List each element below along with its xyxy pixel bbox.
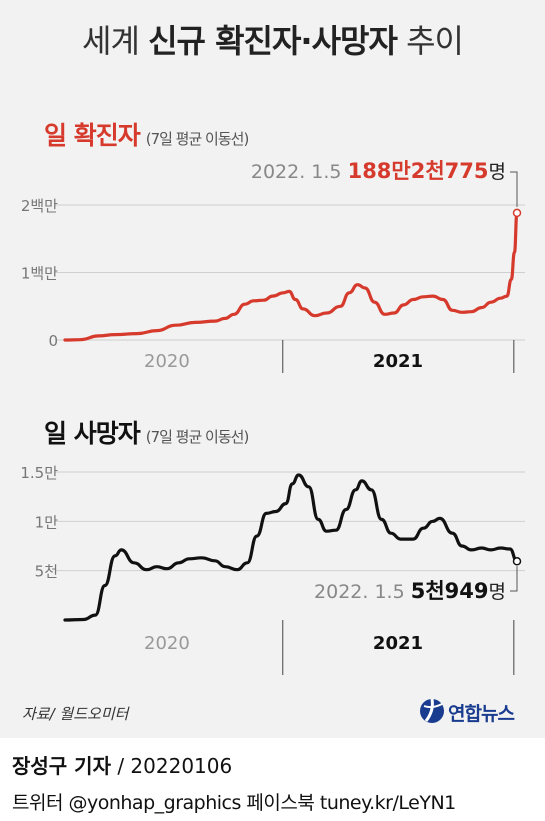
cases-annotation-leader xyxy=(510,171,518,207)
logo-text: 연합뉴스 xyxy=(448,703,515,725)
deaths-xtick-label: 2021 xyxy=(373,633,423,654)
cases-annotation-unit: 명 xyxy=(489,161,506,183)
deaths-chart-title: 일 사망자 xyxy=(44,419,141,448)
cases-annotation-date: 2022. 1.5 xyxy=(251,161,348,183)
deaths-annotation-leader xyxy=(510,566,518,592)
deaths-chart: 5천 1만 1.5만 2020 2021 2022. 1.5 5천949명 xyxy=(20,464,525,675)
cases-series-line xyxy=(63,211,519,342)
deaths-ytick-label: 1만 xyxy=(35,513,59,531)
deaths-annotation-date: 2022. 1.5 xyxy=(314,581,411,603)
cases-annotation: 2022. 1.5 188만2천775명 xyxy=(251,159,506,183)
cases-chart-heading: 일 확진자 (7일 평균 이동선) xyxy=(44,116,250,152)
deaths-annotation-unit: 명 xyxy=(489,581,506,603)
cases-annotation-value: 188만2천775 xyxy=(348,159,489,183)
deaths-ytick-label: 1.5만 xyxy=(20,464,58,482)
cases-chart-subtitle: (7일 평균 이동선) xyxy=(145,130,250,148)
reporter-name: 장성구 기자 xyxy=(12,754,111,778)
yonhap-logo: 연합뉴스 xyxy=(418,694,530,728)
cases-chart: 0 1백만 2백만 2020 2021 2022. 1.5 188만2천775명 xyxy=(21,159,525,373)
deaths-ytick-label: 5천 xyxy=(35,563,58,581)
title-part-3: 추이 xyxy=(396,22,464,60)
cases-end-marker xyxy=(512,208,522,218)
reporter-date: / 20220106 xyxy=(110,754,233,778)
cases-ytick-label: 1백만 xyxy=(21,265,58,283)
deaths-chart-heading: 일 사망자 (7일 평균 이동선) xyxy=(44,414,250,450)
cases-ytick-label: 0 xyxy=(48,332,58,350)
yonhap-globe-icon xyxy=(420,698,444,723)
deaths-xtick-label: 2020 xyxy=(144,633,190,654)
reporter-line: 장성구 기자 / 20220106 xyxy=(12,750,232,779)
deaths-end-marker xyxy=(512,557,522,566)
deaths-series-line xyxy=(63,473,519,622)
source-note: 자료/ 월드오미터 xyxy=(22,705,129,723)
cases-ytick-label: 2백만 xyxy=(21,197,58,215)
cases-xtick-label: 2020 xyxy=(144,351,190,372)
cases-chart-title: 일 확진자 xyxy=(44,121,141,150)
deaths-annotation: 2022. 1.5 5천949명 xyxy=(314,579,506,603)
title-part-1: 세계 xyxy=(82,22,149,60)
cases-xtick-label: 2021 xyxy=(373,351,423,372)
title-part-2: 신규 확진자·사망자 xyxy=(148,22,398,60)
deaths-annotation-value: 5천949 xyxy=(411,579,489,603)
deaths-chart-subtitle: (7일 평균 이동선) xyxy=(145,428,250,446)
page-title: 세계 신규 확진자·사망자 추이 xyxy=(0,16,545,62)
social-links: 트위터 @yonhap_graphics 페이스북 tuney.kr/LeYN1 xyxy=(12,792,456,814)
